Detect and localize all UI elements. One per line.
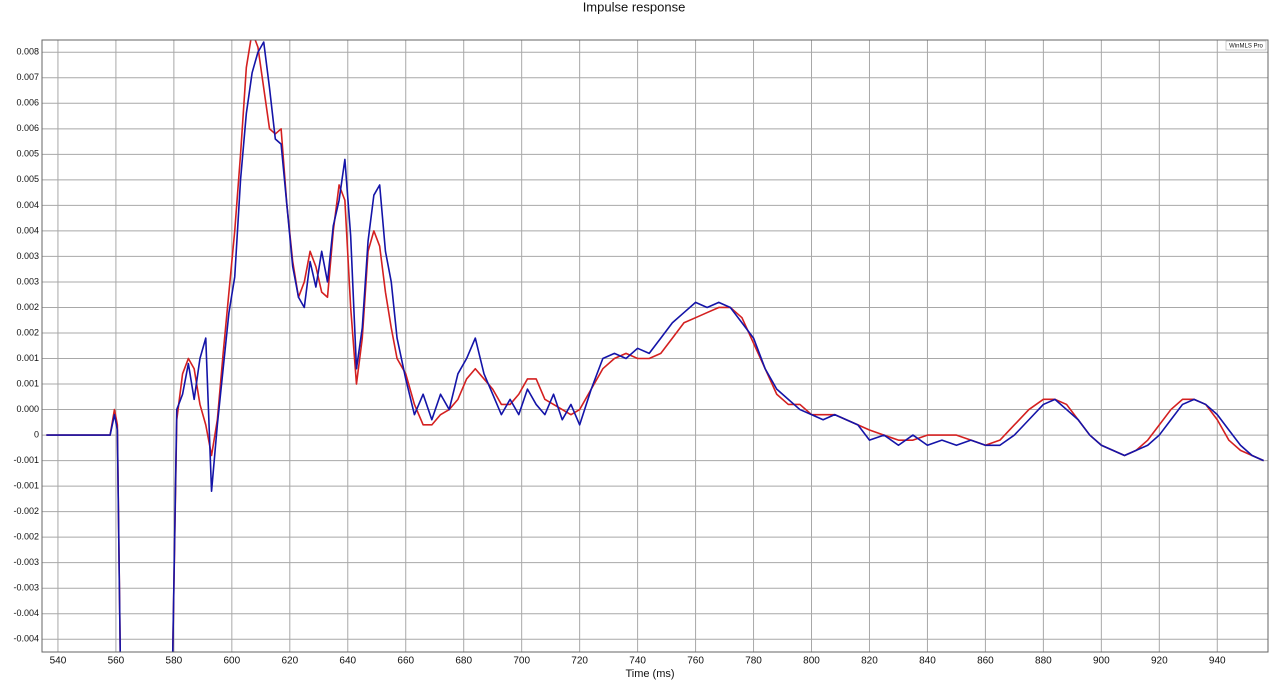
x-tick-label: 600 [223,656,240,667]
x-tick-label: 660 [397,656,414,667]
y-tick-label: 0 [34,429,39,439]
x-tick-label: 820 [861,656,878,667]
x-tick-label: 840 [919,656,936,667]
lines [46,40,1264,652]
y-tick-label: -0.003 [13,583,39,593]
x-tick-label: 800 [803,656,820,667]
x-tick-label: 920 [1151,656,1168,667]
x-tick-label: 720 [571,656,588,667]
y-tick-label: 0.002 [16,302,39,312]
y-tick-label: 0.008 [16,47,39,57]
y-tick-label: -0.004 [13,634,39,644]
grid [42,40,1268,652]
y-tick-label: 0.004 [16,200,39,210]
x-tick-label: 620 [281,656,298,667]
data-line [46,41,1264,652]
y-tick-label: 0.007 [16,72,39,82]
y-tick-label: 0.006 [16,123,39,133]
x-tick-label: 680 [455,656,472,667]
x-tick-label: 900 [1093,656,1110,667]
x-tick-label: 540 [50,656,67,667]
y-tick-label: -0.001 [13,480,39,490]
x-tick-label: 780 [745,656,762,667]
y-tick-label: 0.001 [16,353,39,363]
annotation: WinMLS Pro [1229,44,1263,50]
chart-title: Impulse response [583,0,686,14]
y-tick-label: -0.004 [13,608,39,618]
x-tick-label: 940 [1209,656,1226,667]
y-tick-label: -0.003 [13,557,39,567]
x-tick-label: 640 [339,656,356,667]
y-tick-label: 0.001 [16,378,39,388]
y-tick-label: 0.003 [16,251,39,261]
x-tick-label: 860 [977,656,994,667]
y-tick-label: 0.004 [16,225,39,235]
x-tick-label: 760 [687,656,704,667]
y-tick-label: 0.003 [16,276,39,286]
annotation-box [1225,40,1267,51]
x-tick-label: 580 [166,656,183,667]
y-tick-label: -0.001 [13,455,39,465]
x-tick-label: 880 [1035,656,1052,667]
y-tick-label: 0.005 [16,174,39,184]
y-tick-label: 0.002 [16,327,39,337]
x-tick-label: 560 [108,656,125,667]
y-tick-label: 0.000 [16,404,39,414]
x-axis-label: Time (ms) [625,668,674,680]
y-tick-label: -0.002 [13,506,39,516]
plot-frame [41,39,1269,653]
y-tick-label: 0.005 [16,149,39,159]
x-tick-label: 740 [629,656,646,667]
y-tick-label: -0.002 [13,532,39,542]
y-tick-label: 0.006 [16,98,39,108]
x-tick-label: 700 [513,656,530,667]
